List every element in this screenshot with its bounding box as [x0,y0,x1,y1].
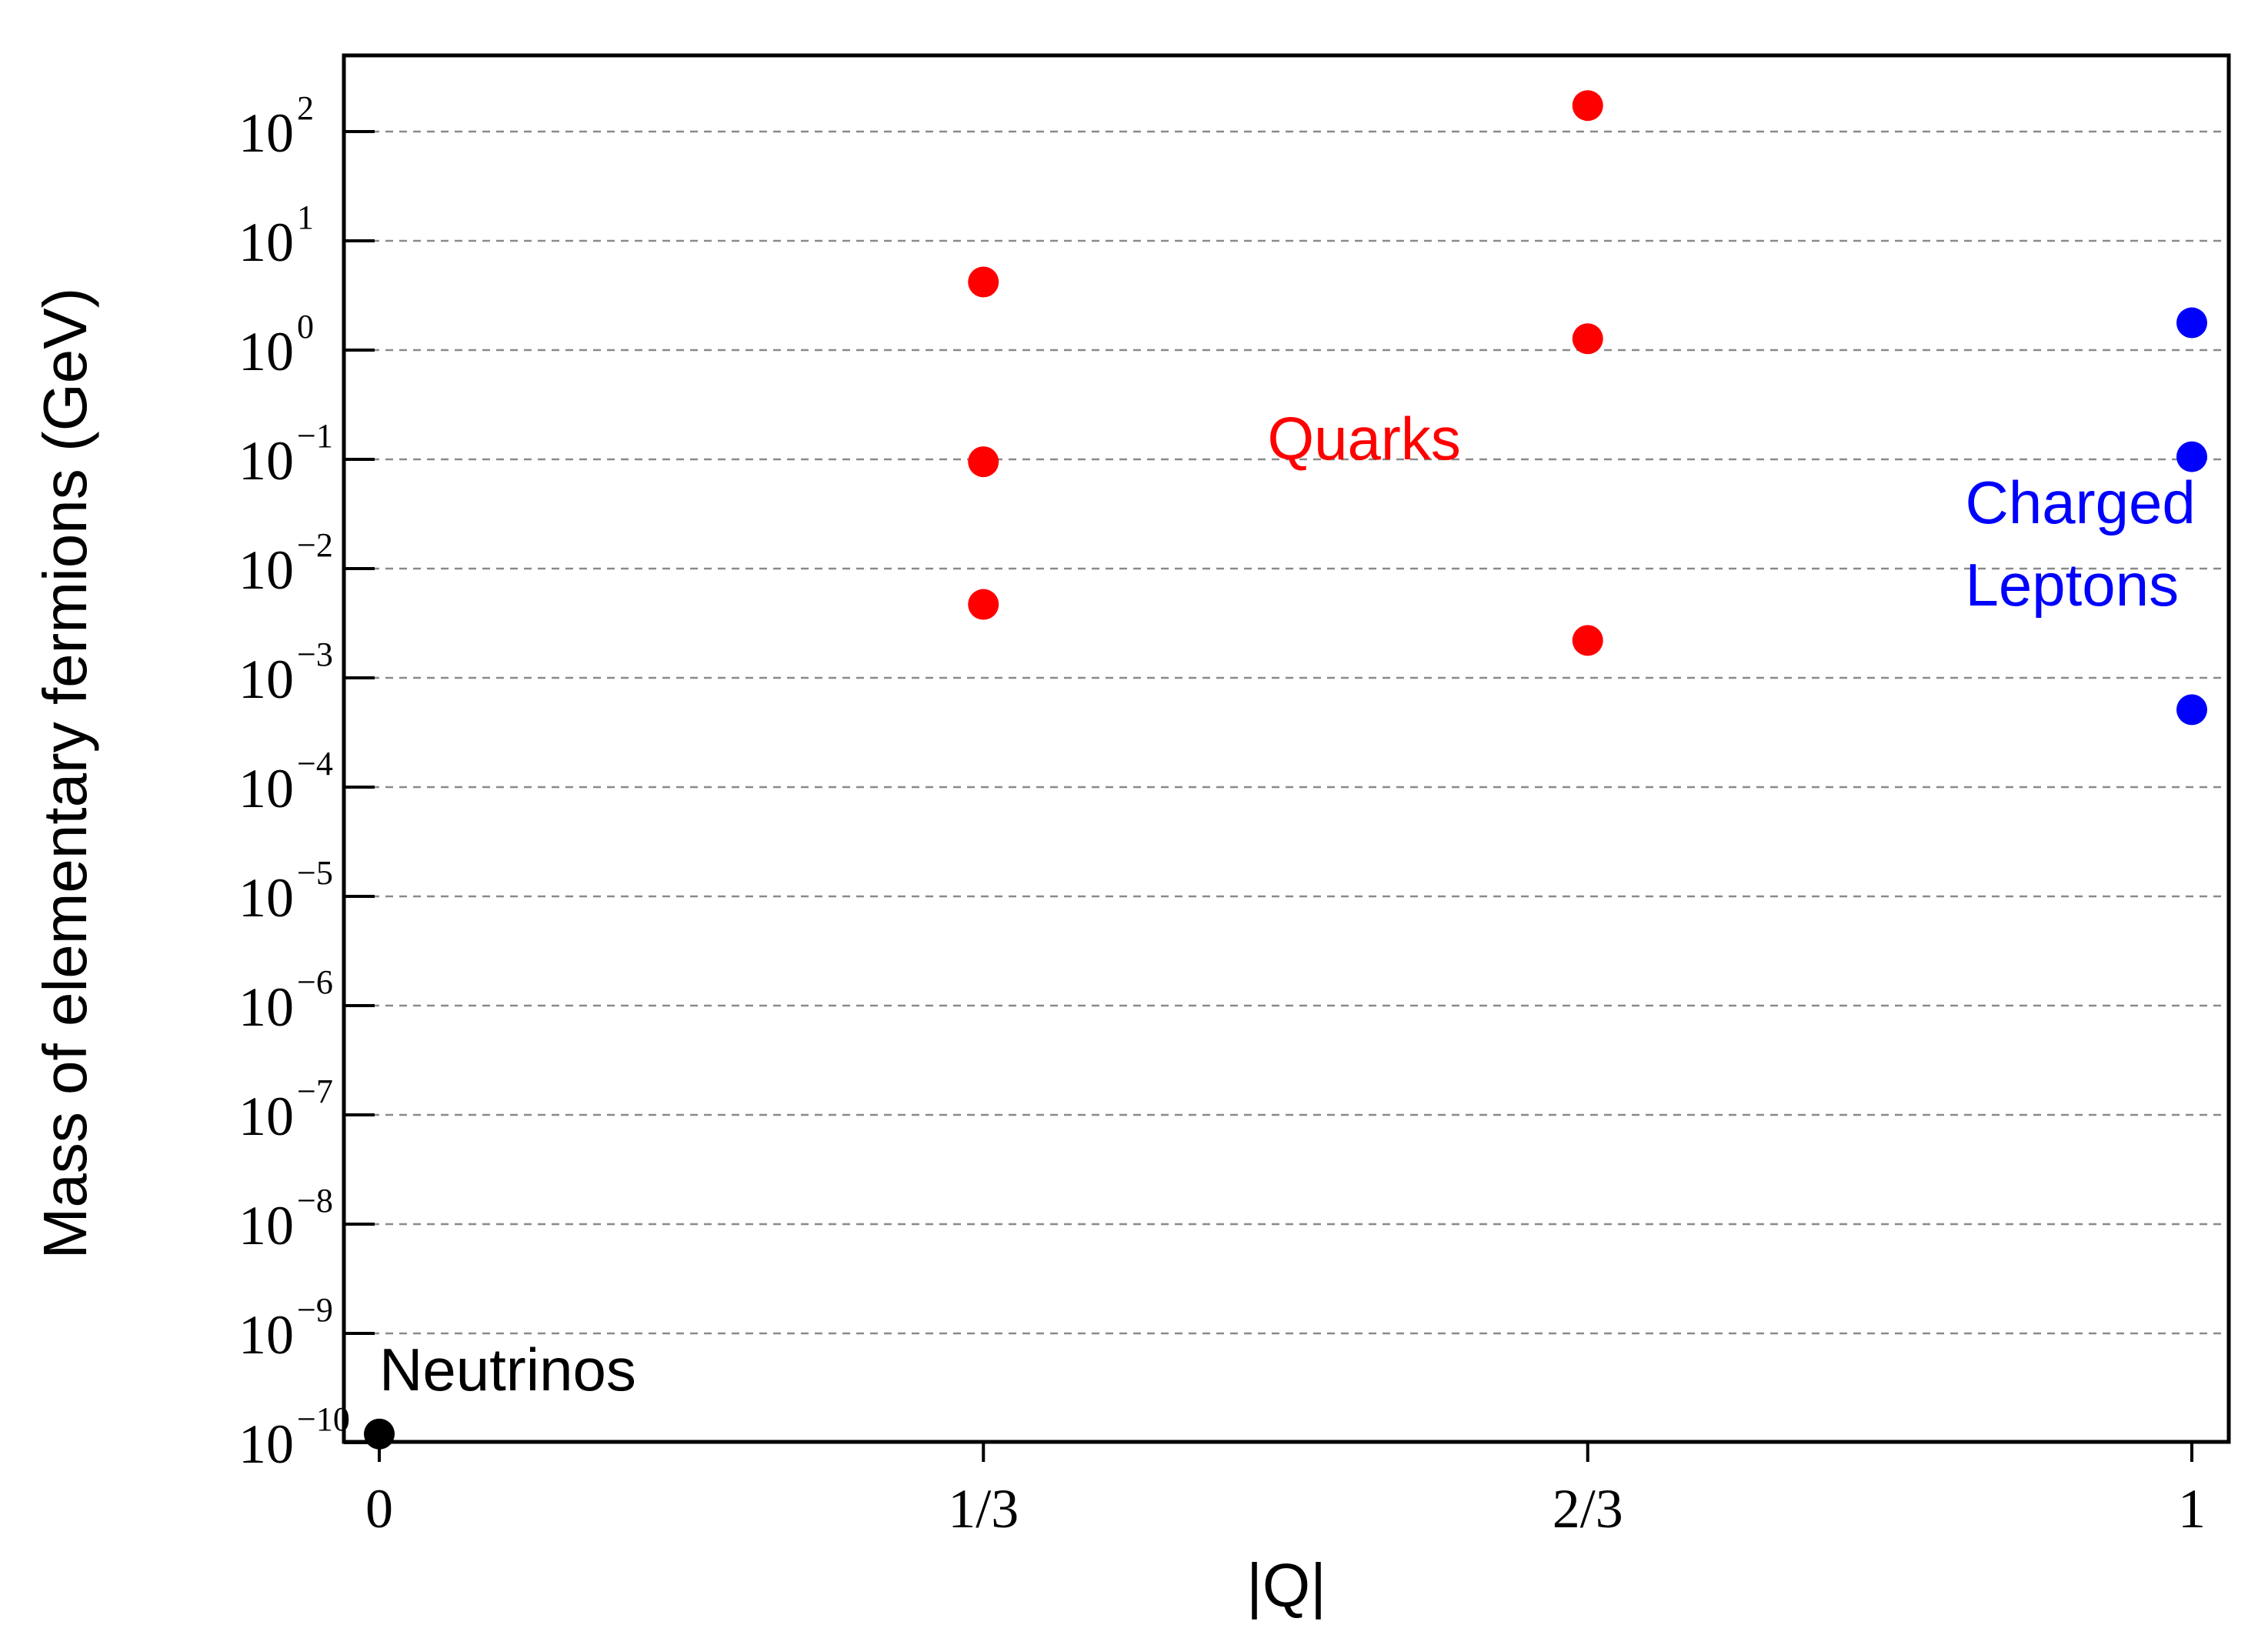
y-tick-base: 10 [238,758,294,819]
y-tick-label: 10 [238,539,294,601]
x-tick-label: 0 [365,1478,393,1540]
y-tick-base: 10 [238,1195,294,1256]
y-tick-exponent: −3 [297,636,333,673]
x-axis-label: |Q| [1246,1551,1326,1620]
y-tick-exponent: −9 [297,1291,333,1329]
y-tick-exponent: −10 [297,1400,350,1438]
data-point [1572,625,1603,656]
y-tick-exponent: 1 [297,199,314,236]
y-axis-label: Mass of elementary fermions (GeV) [31,288,99,1260]
annotation-label: Neutrinos [379,1336,636,1403]
annotation-label: Leptons [1966,551,2180,619]
y-tick-label: 10 [238,649,294,710]
data-point [2176,694,2207,726]
y-tick-label: 10 [238,1304,294,1366]
y-tick-base: 10 [238,1304,294,1366]
y-tick-exponent: −2 [297,526,333,564]
y-tick-label: 10 [238,758,294,819]
y-tick-exponent: 2 [297,89,314,127]
y-tick-label: 10 [238,1413,294,1475]
y-tick-base: 10 [238,1086,294,1147]
y-tick-base: 10 [238,649,294,710]
annot-layer: Quarks Charged Leptons Neutrinos [379,405,2196,1403]
y-tick-exponent: −6 [297,963,333,1001]
data-point [1572,90,1603,122]
y-tick-exponent: −4 [297,745,333,782]
points-layer [364,90,2207,1450]
y-tick-label: 10 [238,102,294,164]
data-point [968,446,999,478]
data-point [2176,307,2207,339]
data-point [2176,441,2207,472]
annotation-label: Charged [1966,469,2196,536]
x-tick-label: 1 [2178,1478,2206,1540]
x-tick-label: 1/3 [948,1478,1019,1540]
y-tick-base: 10 [238,539,294,601]
y-tick-label: 10 [238,867,294,929]
y-tick-base: 10 [238,1413,294,1475]
y-tick-base: 10 [238,430,294,492]
axes-layer [342,53,2231,1444]
data-point [364,1418,395,1450]
data-point [968,266,999,298]
y-tick-label: 10 [238,430,294,492]
y-tick-exponent: 0 [297,308,314,345]
y-tick-base: 10 [238,212,294,273]
y-tick-exponent: −7 [297,1073,333,1110]
x-tick-label: 2/3 [1553,1478,1623,1540]
y-tick-base: 10 [238,321,294,382]
grid-layer [344,130,2229,1335]
y-tick-label: 10 [238,1086,294,1147]
plot-frame [342,53,2231,1444]
data-point [968,589,999,620]
y-tick-base: 10 [238,867,294,929]
y-tick-label: 10 [238,212,294,273]
y-tick-label: 10 [238,976,294,1038]
annotation-label: Quarks [1267,405,1460,472]
y-tick-exponent: −5 [297,854,333,892]
y-tick-base: 10 [238,976,294,1038]
y-tick-exponent: −1 [297,417,333,455]
y-tick-base: 10 [238,102,294,164]
y-tick-label: 10 [238,1195,294,1256]
y-tick-label: 10 [238,321,294,382]
y-tick-exponent: −8 [297,1182,333,1220]
data-point [1572,323,1603,355]
